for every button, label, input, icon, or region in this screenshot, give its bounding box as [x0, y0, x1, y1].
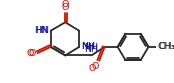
- Text: NH: NH: [81, 42, 95, 51]
- Text: O: O: [62, 3, 69, 12]
- Text: NH: NH: [81, 42, 96, 51]
- Text: NH: NH: [85, 45, 98, 54]
- Text: O: O: [29, 49, 36, 58]
- Text: O: O: [26, 49, 34, 58]
- Text: HN: HN: [35, 26, 49, 35]
- Text: NH: NH: [85, 43, 98, 52]
- Text: CH₃: CH₃: [159, 42, 174, 51]
- Text: O: O: [89, 64, 96, 73]
- Text: HN: HN: [34, 26, 48, 35]
- Text: O: O: [91, 62, 98, 71]
- Text: CH₃: CH₃: [158, 42, 174, 51]
- Text: O: O: [62, 0, 69, 9]
